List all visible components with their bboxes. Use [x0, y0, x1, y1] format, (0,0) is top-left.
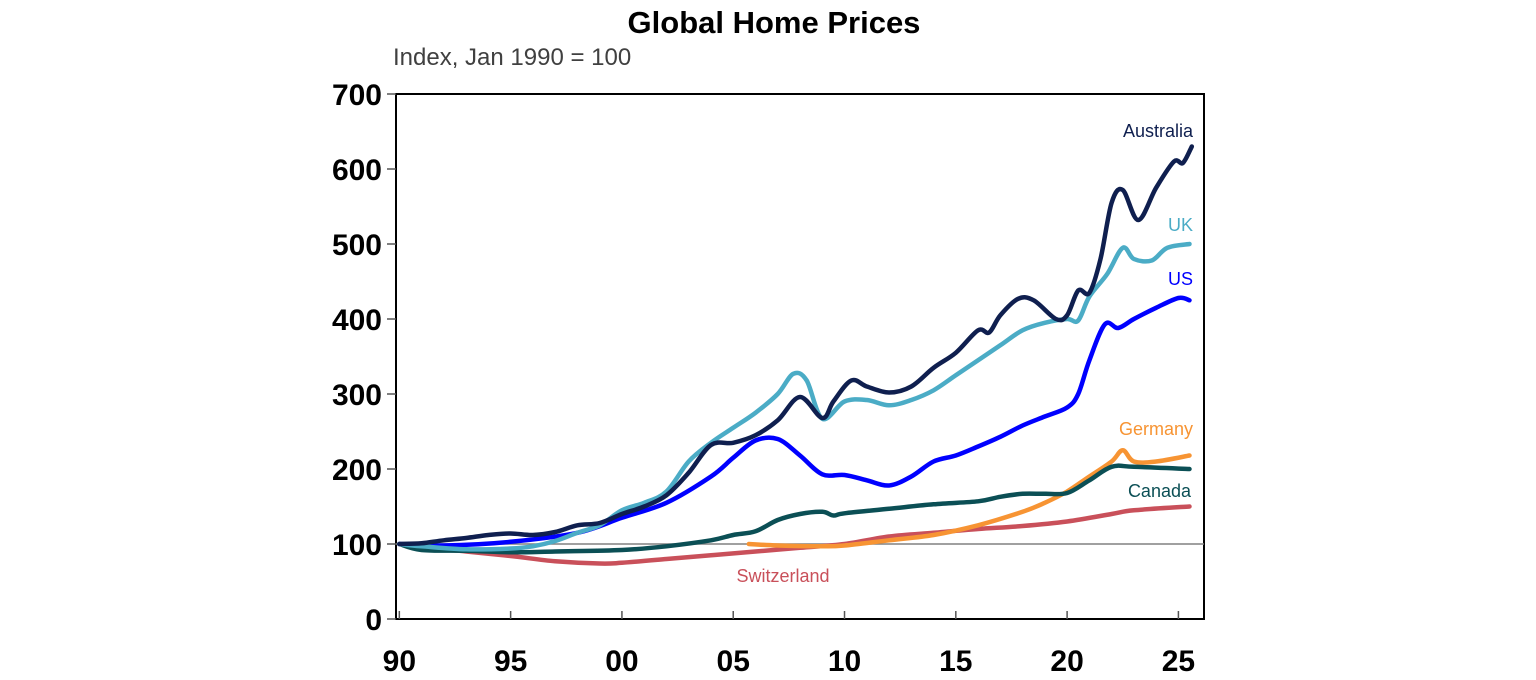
x-tick-label: 15: [939, 645, 972, 678]
y-tick-label: 700: [332, 79, 382, 112]
series-labels: Australia UK US Germany Canada Switzerland: [736, 121, 1194, 586]
x-tick-label: 95: [494, 645, 527, 678]
y-tick-label: 400: [332, 304, 382, 337]
series-label-uk: UK: [1168, 215, 1193, 235]
series-line-australia: [397, 144, 1195, 547]
series-line-canada: [397, 463, 1192, 555]
y-tick-label: 500: [332, 229, 382, 262]
y-tick-label: 600: [332, 154, 382, 187]
plot-frame: [395, 93, 1205, 620]
x-tick-label: 90: [383, 645, 416, 678]
x-tick-label: 10: [828, 645, 861, 678]
y-tick-label: 200: [332, 454, 382, 487]
x-tick-label: 05: [717, 645, 750, 678]
series-label-us: US: [1168, 269, 1193, 289]
series-line-uk: [397, 241, 1192, 552]
series-line-us: [397, 295, 1192, 548]
series-label-switzerland: Switzerland: [736, 566, 829, 586]
x-tick-label: 25: [1162, 645, 1195, 678]
chart-subtitle: Index, Jan 1990 = 100: [393, 44, 631, 71]
y-tick-label: 100: [332, 529, 382, 562]
chart-title: Global Home Prices: [628, 5, 921, 40]
series-line-switzerland: [397, 504, 1192, 566]
series-label-australia: Australia: [1123, 121, 1194, 141]
y-tick-label: 0: [365, 604, 382, 637]
y-tick-label: 300: [332, 379, 382, 412]
series-line-germany: [746, 448, 1192, 549]
series-lines: [397, 144, 1195, 566]
x-tick-label: 00: [605, 645, 638, 678]
series-label-canada: Canada: [1128, 481, 1192, 501]
x-tick-label: 20: [1050, 645, 1083, 678]
x-axis: 90 95 00 05 10 15 20 25: [383, 611, 1195, 678]
series-label-germany: Germany: [1119, 419, 1193, 439]
y-axis: 0 100 200 300 400 500 600 700: [332, 79, 396, 637]
plot-border: [395, 93, 1205, 620]
